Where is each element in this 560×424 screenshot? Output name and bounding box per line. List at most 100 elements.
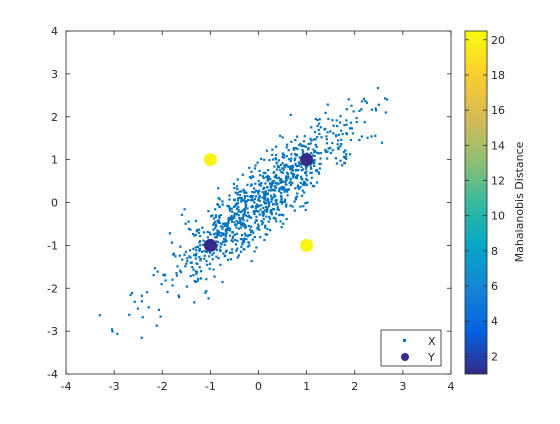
x-point bbox=[258, 169, 261, 172]
x-point bbox=[195, 272, 198, 275]
x-point bbox=[214, 223, 217, 226]
y-point bbox=[203, 153, 217, 167]
x-point bbox=[384, 97, 387, 100]
x-point bbox=[199, 240, 202, 243]
x-point bbox=[283, 190, 286, 193]
x-point bbox=[355, 116, 358, 120]
x-point bbox=[310, 167, 313, 170]
x-point bbox=[315, 151, 318, 154]
x-point bbox=[219, 234, 222, 238]
x-point bbox=[146, 291, 149, 294]
x-point bbox=[171, 284, 174, 287]
x-point bbox=[297, 161, 300, 164]
x-point bbox=[282, 222, 285, 225]
x-point bbox=[313, 149, 317, 153]
x-point bbox=[286, 188, 289, 191]
x-point bbox=[251, 229, 254, 233]
x-point bbox=[202, 231, 206, 234]
x-point bbox=[291, 205, 294, 208]
x-point bbox=[314, 138, 317, 141]
x-point bbox=[234, 191, 237, 194]
x-point bbox=[233, 198, 237, 201]
x-point bbox=[285, 183, 288, 186]
x-point bbox=[272, 158, 275, 161]
x-point bbox=[364, 99, 367, 103]
x-point bbox=[234, 243, 238, 246]
x-point bbox=[370, 108, 373, 111]
x-point bbox=[261, 191, 264, 194]
x-point bbox=[136, 307, 139, 310]
x-point bbox=[269, 184, 272, 187]
x-point bbox=[251, 205, 254, 208]
x-point bbox=[310, 126, 313, 129]
x-point bbox=[177, 294, 180, 297]
x-point bbox=[152, 274, 155, 277]
x-point bbox=[246, 207, 249, 210]
x-point bbox=[304, 208, 307, 212]
y-tick-label: -2 bbox=[47, 282, 58, 295]
x-point bbox=[224, 230, 227, 233]
x-point bbox=[282, 168, 285, 171]
x-point bbox=[270, 194, 273, 197]
x-point bbox=[217, 187, 220, 190]
x-point bbox=[329, 151, 333, 155]
x-point bbox=[255, 205, 258, 208]
x-point bbox=[170, 241, 173, 244]
x-point bbox=[335, 162, 338, 165]
x-point bbox=[243, 194, 246, 197]
x-point bbox=[318, 122, 321, 125]
x-point bbox=[209, 233, 212, 236]
x-point bbox=[168, 232, 171, 235]
x-point bbox=[279, 169, 282, 172]
x-point bbox=[324, 111, 327, 114]
x-point bbox=[289, 167, 292, 171]
colorbar-tick-label: 2 bbox=[491, 350, 498, 363]
x-point bbox=[224, 240, 227, 243]
x-point bbox=[265, 210, 268, 213]
x-point bbox=[283, 164, 286, 167]
x-point bbox=[198, 266, 201, 269]
x-point bbox=[326, 131, 329, 134]
x-point bbox=[310, 171, 313, 174]
x-point bbox=[233, 221, 236, 224]
x-point bbox=[246, 183, 249, 186]
x-point bbox=[153, 267, 156, 270]
x-point bbox=[348, 127, 351, 130]
x-point bbox=[263, 194, 266, 197]
x-point bbox=[250, 177, 253, 180]
x-point bbox=[310, 139, 313, 142]
series-y-points bbox=[203, 153, 314, 252]
y-axis-ticks: -4 -3 -2 -1 0 1 2 3 4 bbox=[47, 25, 451, 381]
x-tick-label: 1 bbox=[303, 380, 310, 393]
x-point bbox=[230, 239, 233, 242]
x-point bbox=[250, 170, 253, 173]
x-point bbox=[199, 277, 202, 280]
legend[interactable]: X Y bbox=[380, 329, 442, 367]
x-point bbox=[221, 222, 225, 225]
x-point bbox=[262, 200, 266, 204]
x-point bbox=[240, 222, 244, 225]
x-point bbox=[299, 181, 302, 184]
x-point bbox=[208, 267, 211, 270]
x-point bbox=[157, 308, 160, 311]
x-point bbox=[246, 245, 249, 248]
x-point bbox=[239, 226, 242, 229]
x-point bbox=[274, 158, 277, 161]
x-point bbox=[245, 200, 248, 203]
x-point bbox=[281, 167, 284, 170]
x-point bbox=[288, 182, 291, 185]
x-point bbox=[282, 214, 285, 217]
x-point bbox=[237, 210, 240, 213]
x-point bbox=[265, 199, 268, 202]
x-point bbox=[228, 194, 231, 197]
x-point bbox=[326, 157, 329, 160]
x-point bbox=[216, 234, 219, 237]
x-point bbox=[237, 202, 240, 205]
x-point bbox=[243, 190, 246, 193]
x-point bbox=[189, 275, 192, 278]
x-point bbox=[266, 177, 269, 180]
x-point bbox=[296, 174, 299, 177]
x-point bbox=[195, 262, 198, 265]
x-point bbox=[254, 189, 258, 192]
x-point bbox=[264, 233, 267, 236]
